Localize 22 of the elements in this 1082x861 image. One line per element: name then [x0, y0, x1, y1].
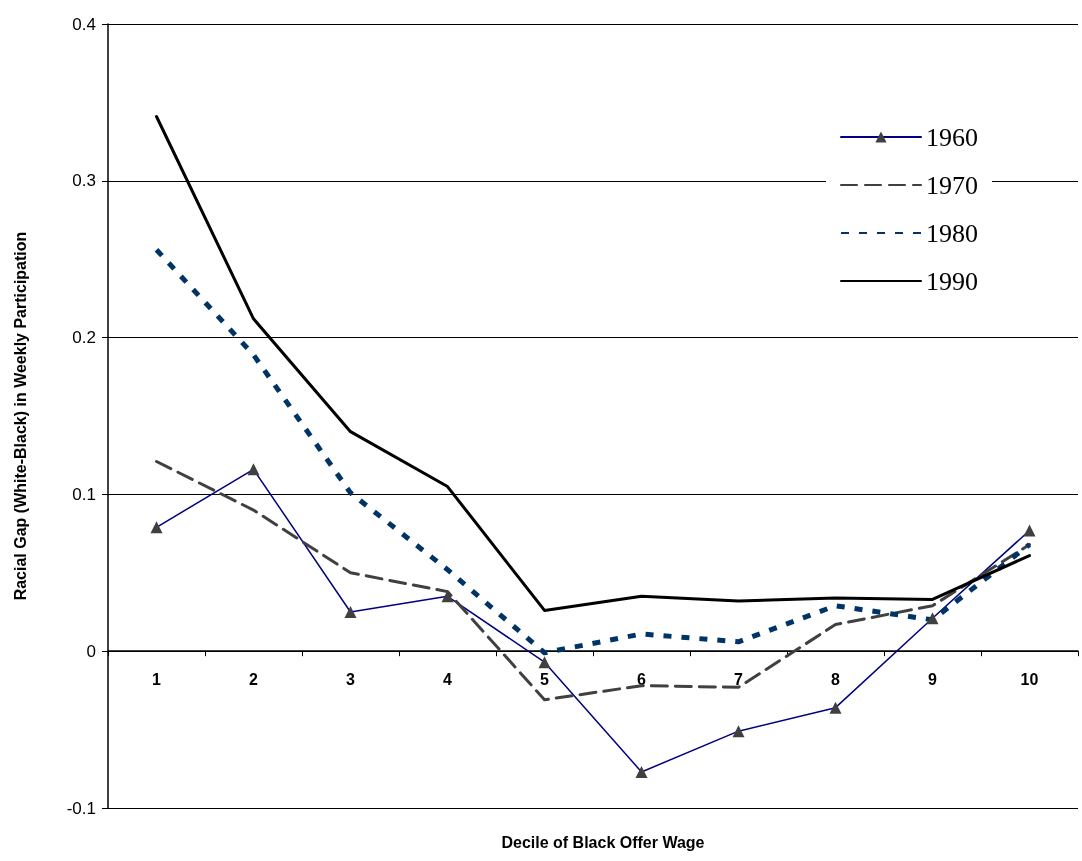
y-axis-title: Racial Gap (White-Black) in Weekly Participation — [11, 231, 29, 601]
x-tick-label: 9 — [928, 670, 938, 688]
y-tick-label: 0 — [86, 641, 96, 661]
y-tick-label: 0.2 — [72, 328, 96, 348]
y-tick-label: 0.3 — [72, 171, 96, 191]
legend-label: 1960 — [926, 122, 978, 152]
x-axis-title: Decile of Black Offer Wage — [501, 833, 705, 851]
x-tick-label: 10 — [1020, 670, 1039, 688]
legend-label: 1990 — [926, 266, 978, 296]
x-tick-label: 1 — [152, 670, 162, 688]
y-tick-label: -0.1 — [66, 798, 96, 818]
y-tick-label: 0.1 — [72, 484, 96, 504]
x-tick-label: 2 — [249, 670, 259, 688]
x-tick-label: 3 — [346, 670, 356, 688]
x-tick-label: 8 — [831, 670, 841, 688]
legend-label: 1980 — [926, 218, 978, 248]
x-tick-label: 7 — [734, 670, 744, 688]
x-tick-label: 4 — [443, 670, 453, 688]
y-tick-label: 0.4 — [72, 14, 96, 34]
x-tick-label: 5 — [540, 670, 550, 688]
x-tick-label: 6 — [637, 670, 647, 688]
legend-label: 1970 — [926, 170, 978, 200]
